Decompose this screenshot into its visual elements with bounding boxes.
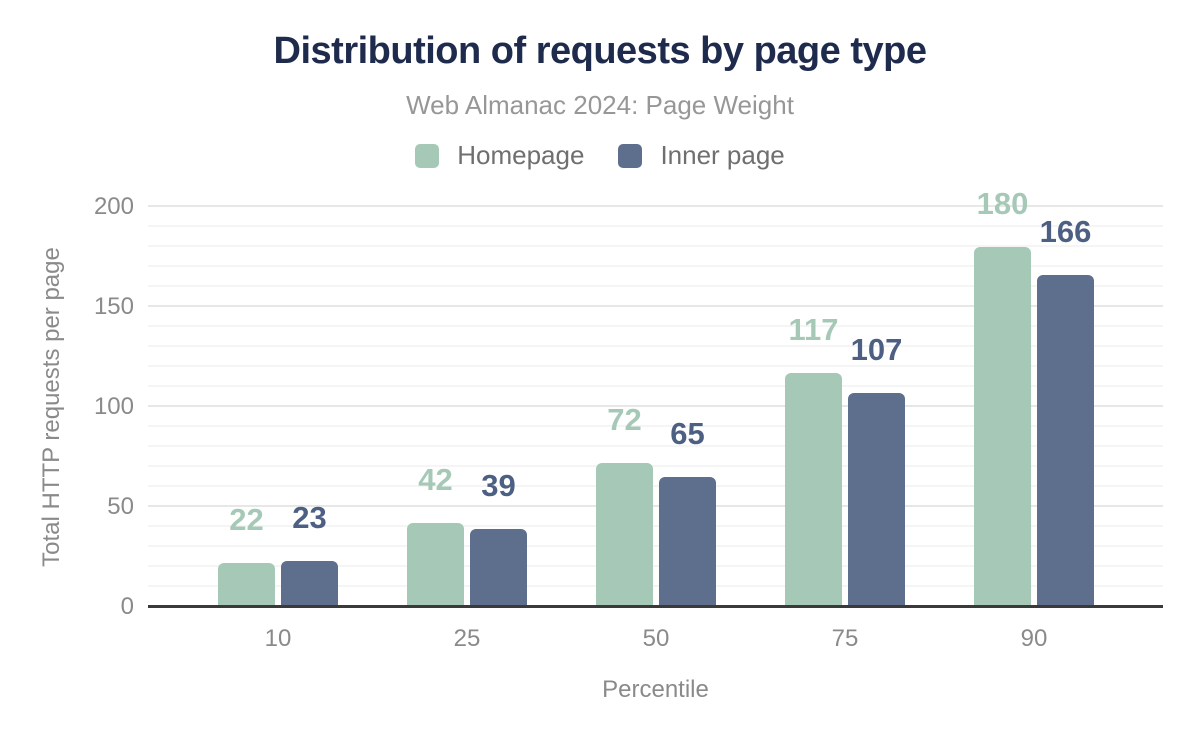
value-label-homepage-p50: 72 bbox=[607, 402, 642, 437]
bar-inner-page-p10[interactable] bbox=[281, 561, 338, 607]
value-label-homepage-p75: 117 bbox=[788, 312, 839, 347]
bar-inner-page-p90[interactable] bbox=[1037, 275, 1094, 607]
major-gridline-100 bbox=[148, 405, 1163, 407]
bar-homepage-p50[interactable] bbox=[596, 463, 653, 607]
minor-gridline-170 bbox=[148, 265, 1163, 267]
inner-page-legend-label: Inner page bbox=[660, 140, 785, 170]
bar-inner-page-p50[interactable] bbox=[659, 477, 716, 607]
value-label-homepage-p10: 22 bbox=[229, 502, 264, 537]
legend-item-homepage[interactable]: Homepage bbox=[415, 140, 584, 171]
major-gridline-150 bbox=[148, 305, 1163, 307]
x-tick-label-10: 10 bbox=[264, 625, 292, 652]
minor-gridline-120 bbox=[148, 365, 1163, 367]
value-label-homepage-p90: 180 bbox=[976, 186, 1029, 221]
x-tick-label-25: 25 bbox=[453, 625, 481, 652]
y-axis-tick-labels: 0 50 100 150 200 bbox=[0, 195, 134, 619]
minor-gridline-20 bbox=[148, 565, 1163, 567]
value-label-inner-page-p50: 65 bbox=[670, 416, 705, 451]
x-tick-label-90: 90 bbox=[1020, 625, 1048, 652]
value-label-inner-page-p75: 107 bbox=[850, 332, 903, 367]
value-label-homepage-p25: 42 bbox=[418, 462, 453, 497]
chart-subtitle: Web Almanac 2024: Page Weight bbox=[406, 90, 794, 120]
major-gridline-50 bbox=[148, 505, 1163, 507]
y-tick-label-200: 200 bbox=[93, 193, 134, 220]
homepage-legend-swatch bbox=[415, 143, 440, 168]
minor-gridline-190 bbox=[148, 225, 1163, 227]
minor-gridline-30 bbox=[148, 545, 1163, 547]
minor-gridline-180 bbox=[148, 245, 1163, 247]
bar-inner-page-p75[interactable] bbox=[848, 393, 905, 607]
x-tick-label-50: 50 bbox=[642, 625, 670, 652]
y-tick-label-0: 0 bbox=[120, 593, 134, 620]
y-tick-label-150: 150 bbox=[93, 293, 134, 320]
major-gridline-200 bbox=[148, 205, 1163, 207]
legend-item-inner-page[interactable]: Inner page bbox=[618, 140, 785, 171]
value-label-inner-page-p10: 23 bbox=[292, 500, 327, 535]
legend: Homepage Inner page bbox=[0, 140, 1200, 171]
x-axis-line bbox=[148, 605, 1163, 608]
minor-gridline-130 bbox=[148, 345, 1163, 347]
x-axis-title: Percentile bbox=[602, 676, 709, 703]
minor-gridline-110 bbox=[148, 385, 1163, 387]
minor-gridline-60 bbox=[148, 485, 1163, 487]
homepage-legend-label: Homepage bbox=[457, 140, 585, 170]
bar-homepage-p75[interactable] bbox=[785, 373, 842, 607]
bar-homepage-p10[interactable] bbox=[218, 563, 275, 607]
bar-homepage-p90[interactable] bbox=[974, 247, 1031, 607]
minor-gridline-140 bbox=[148, 325, 1163, 327]
minor-gridline-80 bbox=[148, 445, 1163, 447]
y-tick-label-50: 50 bbox=[107, 493, 134, 520]
minor-gridline-40 bbox=[148, 525, 1163, 527]
bar-homepage-p25[interactable] bbox=[407, 523, 464, 607]
y-tick-label-100: 100 bbox=[93, 393, 134, 420]
value-label-inner-page-p25: 39 bbox=[481, 468, 516, 503]
minor-gridline-90 bbox=[148, 425, 1163, 427]
inner-page-legend-swatch bbox=[618, 143, 643, 168]
plot-area: 22 42 72 117 180 23 39 65 107 166 10 25 50 75 90 bbox=[148, 188, 1163, 652]
bar-inner-page-p25[interactable] bbox=[470, 529, 527, 607]
x-tick-label-75: 75 bbox=[831, 625, 859, 652]
minor-gridline-10 bbox=[148, 585, 1163, 587]
minor-gridline-70 bbox=[148, 465, 1163, 467]
value-label-inner-page-p90: 166 bbox=[1039, 214, 1092, 249]
minor-gridline-160 bbox=[148, 285, 1163, 287]
chart-title: Distribution of requests by page type bbox=[273, 30, 927, 72]
